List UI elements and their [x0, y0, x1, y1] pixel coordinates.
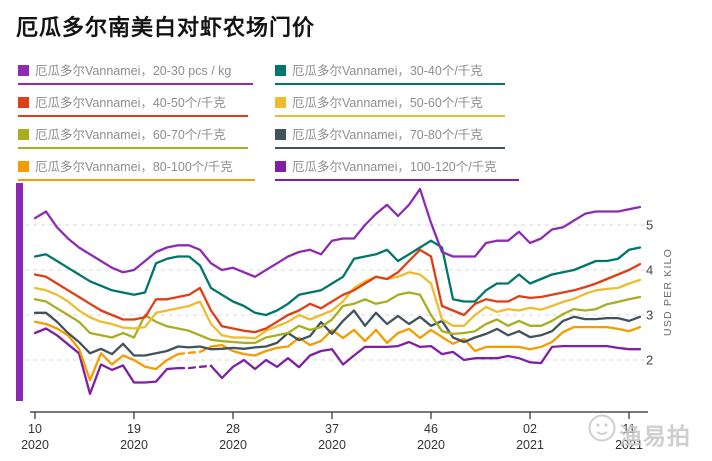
x-tick-week-label: 11	[623, 422, 636, 436]
series-line-30-40	[33, 239, 642, 317]
x-tick-week-label: 46	[424, 422, 438, 436]
legend-label: 厄瓜多尔Vannamei，30-40个/千克	[292, 64, 483, 78]
x-tick-year-label: 2020	[21, 438, 49, 452]
legend-item-7[interactable]: 厄瓜多尔Vannamei，80-100个/千克	[18, 156, 255, 181]
legend-label: 厄瓜多尔Vannamei，50-60个/千克	[292, 96, 483, 110]
page-title: 厄瓜多尔南美白对虾农场门价	[16, 15, 316, 40]
legend-swatch-icon	[275, 65, 286, 76]
x-tick-week-label: 37	[325, 422, 339, 436]
y-tick-label-5: 5	[646, 218, 653, 233]
series-line-70-80	[33, 309, 642, 357]
legend-label: 厄瓜多尔Vannamei，60-70个/千克	[35, 128, 226, 142]
y-tick-label-2: 2	[646, 353, 653, 368]
legend-item-4[interactable]: 厄瓜多尔Vannamei，50-60个/千克	[275, 92, 505, 117]
y-axis-title: USD PER KILO	[662, 248, 674, 336]
series-line-80-100-dashed	[176, 345, 213, 356]
x-tick-week-label: 28	[226, 422, 240, 436]
legend-item-2[interactable]: 厄瓜多尔Vannamei，30-40个/千克	[275, 60, 505, 85]
legend-swatch-icon	[18, 97, 29, 108]
legend-swatch-icon	[275, 129, 286, 140]
legend-label: 厄瓜多尔Vannamei，80-100个/千克	[35, 160, 233, 174]
x-tick-week-label: 10	[28, 422, 42, 436]
legend-label: 厄瓜多尔Vannamei，100-120个/千克	[292, 160, 497, 174]
legend-item-5[interactable]: 厄瓜多尔Vannamei，60-70个/千克	[18, 124, 248, 149]
series-line-80-100	[209, 325, 642, 357]
series-line-20-30	[33, 187, 642, 278]
legend-swatch-icon	[275, 97, 286, 108]
legend-swatch-icon	[275, 161, 286, 172]
series-line-50-60	[33, 271, 642, 340]
legend-label: 厄瓜多尔Vannamei，70-80个/千克	[292, 128, 483, 142]
chart-legend: 厄瓜多尔Vannamei，20-30 pcs / kg 厄瓜多尔Vannamei，…	[18, 60, 578, 181]
y-tick-label-3: 3	[646, 308, 653, 323]
series-line-80-100	[33, 320, 180, 382]
x-tick-year-label: 2020	[318, 438, 346, 452]
series-line-40-50	[33, 248, 642, 334]
y-tick-label-4: 4	[646, 263, 653, 278]
legend-swatch-icon	[18, 65, 29, 76]
x-tick-year-label: 2021	[615, 438, 643, 452]
legend-item-6[interactable]: 厄瓜多尔Vannamei，70-80个/千克	[275, 124, 505, 149]
legend-item-8[interactable]: 厄瓜多尔Vannamei，100-120个/千克	[275, 156, 519, 181]
legend-item-1[interactable]: 厄瓜多尔Vannamei，20-30 pcs / kg	[18, 60, 254, 85]
legend-item-3[interactable]: 厄瓜多尔Vannamei，40-50个/千克	[18, 92, 248, 117]
x-tick-year-label: 2020	[219, 438, 247, 452]
x-tick-year-label: 2020	[417, 438, 445, 452]
legend-swatch-icon	[18, 161, 29, 172]
legend-label: 厄瓜多尔Vannamei，40-50个/千克	[35, 96, 226, 110]
x-tick-year-label: 2020	[120, 438, 148, 452]
x-tick-week-label: 02	[523, 422, 537, 436]
x-tick-year-label: 2021	[516, 438, 544, 452]
accent-bar	[16, 183, 23, 401]
legend-swatch-icon	[18, 129, 29, 140]
x-tick-week-label: 19	[127, 422, 141, 436]
series-line-60-70	[33, 291, 642, 345]
legend-label: 厄瓜多尔Vannamei，20-30 pcs / kg	[35, 64, 232, 78]
series-line-100-120	[33, 327, 180, 395]
series-line-100-120-dashed	[176, 364, 213, 370]
series-line-100-120	[209, 340, 642, 380]
